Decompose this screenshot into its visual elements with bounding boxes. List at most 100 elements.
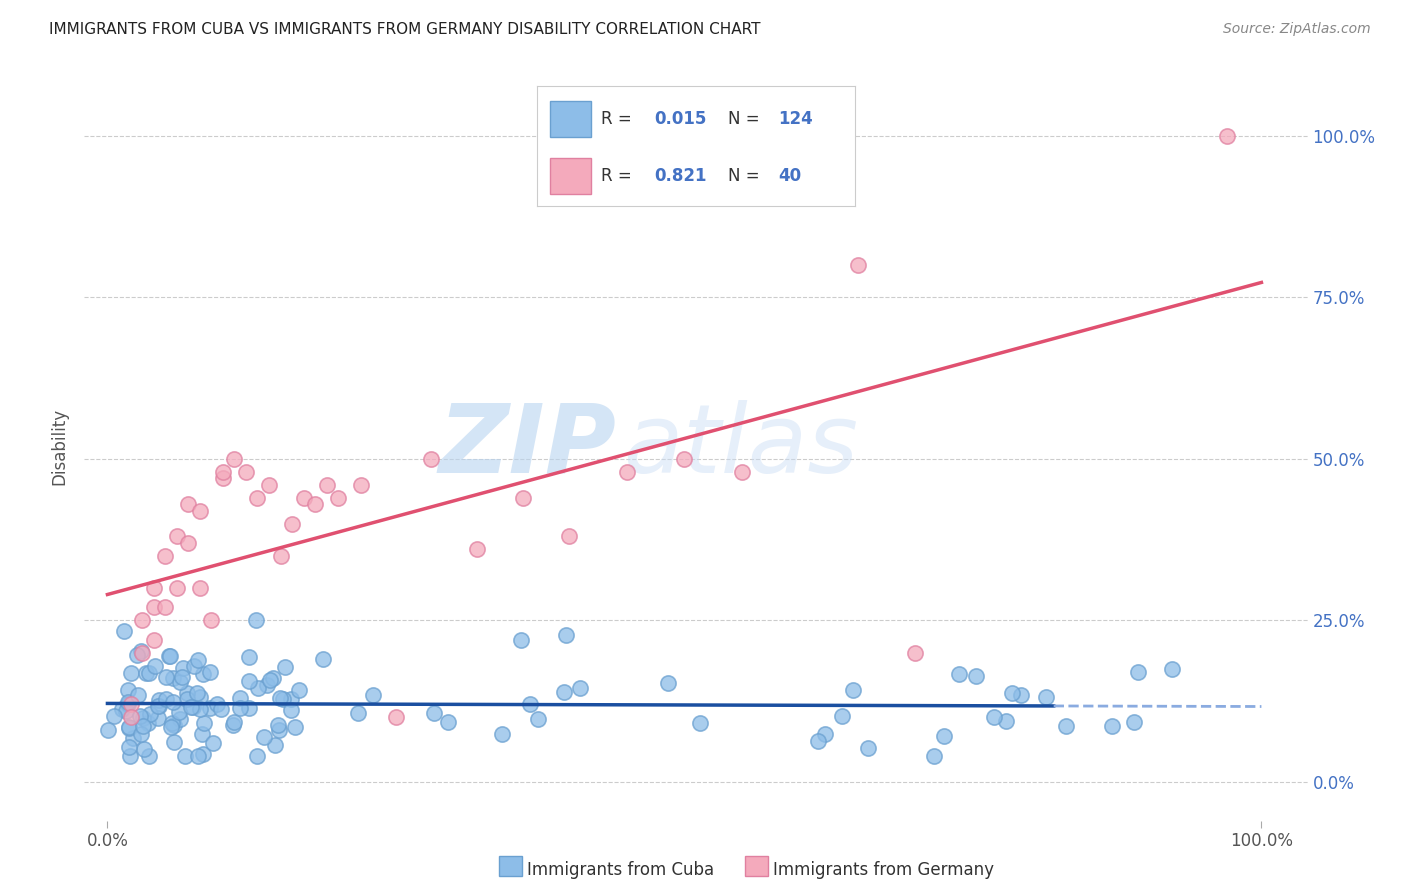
Point — [246, 491, 269, 505]
Point — [118, 721, 141, 735]
Point — [125, 648, 148, 662]
Point — [229, 691, 252, 706]
Point — [238, 650, 260, 665]
Point — [183, 658, 205, 673]
Point — [193, 716, 215, 731]
Point — [148, 698, 170, 713]
Point — [224, 451, 246, 466]
Point — [131, 644, 153, 658]
Point — [181, 699, 204, 714]
Point — [112, 624, 135, 638]
Point — [103, 708, 125, 723]
Point — [169, 705, 191, 719]
Point — [509, 632, 531, 647]
Point — [257, 477, 280, 491]
Point — [1101, 719, 1123, 733]
Point — [288, 682, 311, 697]
Point — [142, 600, 165, 615]
Point — [361, 688, 384, 702]
Point — [159, 649, 181, 664]
Point — [267, 723, 290, 738]
Point — [983, 710, 1005, 724]
Point — [350, 477, 373, 491]
Point — [846, 258, 869, 272]
Point — [842, 682, 865, 697]
Point — [235, 465, 257, 479]
Point — [148, 711, 170, 725]
Point — [807, 733, 830, 747]
Text: Immigrants from Cuba: Immigrants from Cuba — [527, 861, 714, 879]
Point — [155, 691, 177, 706]
Point — [157, 649, 180, 664]
Point — [191, 726, 214, 740]
Point — [160, 720, 183, 734]
Point — [97, 723, 120, 737]
Point — [139, 706, 162, 721]
Point — [948, 667, 970, 681]
Point — [115, 704, 138, 718]
Point — [315, 477, 337, 491]
Point — [120, 749, 142, 764]
Point — [245, 749, 267, 764]
Point — [437, 714, 460, 729]
Point — [527, 713, 550, 727]
Point — [922, 749, 945, 764]
Point — [256, 677, 278, 691]
Point — [568, 681, 591, 696]
Point — [247, 681, 270, 695]
Point — [188, 503, 211, 517]
Point — [689, 716, 711, 731]
Point — [1054, 718, 1077, 732]
Text: IMMIGRANTS FROM CUBA VS IMMIGRANTS FROM GERMANY DISABILITY CORRELATION CHART: IMMIGRANTS FROM CUBA VS IMMIGRANTS FROM … — [49, 22, 761, 37]
Point — [222, 715, 245, 730]
Point — [162, 671, 184, 685]
Point — [166, 581, 188, 595]
Point — [117, 695, 139, 709]
Point — [1001, 685, 1024, 699]
Point — [191, 667, 214, 681]
Y-axis label: Disability: Disability — [51, 408, 69, 484]
Point — [121, 731, 143, 745]
Point — [176, 692, 198, 706]
Point — [170, 670, 193, 684]
Point — [312, 652, 335, 666]
Point — [273, 692, 295, 706]
Point — [132, 711, 155, 725]
Point — [177, 536, 200, 550]
Point — [673, 451, 696, 466]
Point — [274, 660, 297, 674]
Point — [419, 451, 441, 466]
Text: ZIP: ZIP — [439, 400, 616, 492]
Text: Immigrants from Germany: Immigrants from Germany — [773, 861, 994, 879]
Point — [188, 690, 211, 704]
Point — [136, 715, 159, 730]
Text: Source: ZipAtlas.com: Source: ZipAtlas.com — [1223, 22, 1371, 37]
Point — [238, 673, 260, 688]
Point — [205, 698, 228, 712]
Point — [616, 465, 638, 479]
Point — [132, 719, 155, 733]
Point — [209, 701, 232, 715]
Point — [153, 600, 176, 615]
Point — [253, 731, 276, 745]
Point — [553, 685, 575, 699]
Point — [814, 727, 837, 741]
Point — [120, 710, 142, 724]
Point — [177, 497, 200, 511]
Point — [155, 670, 177, 684]
Point — [731, 465, 754, 479]
Point — [934, 729, 956, 743]
Point — [131, 726, 153, 740]
Point — [163, 717, 186, 731]
Point — [169, 674, 191, 689]
Point — [245, 613, 267, 627]
Point — [222, 718, 245, 732]
Point — [423, 706, 446, 720]
Point — [191, 747, 214, 762]
Point — [162, 695, 184, 709]
Point — [512, 491, 534, 505]
Point — [904, 646, 927, 660]
Point — [262, 671, 284, 685]
Point — [554, 628, 576, 642]
Point — [229, 701, 252, 715]
